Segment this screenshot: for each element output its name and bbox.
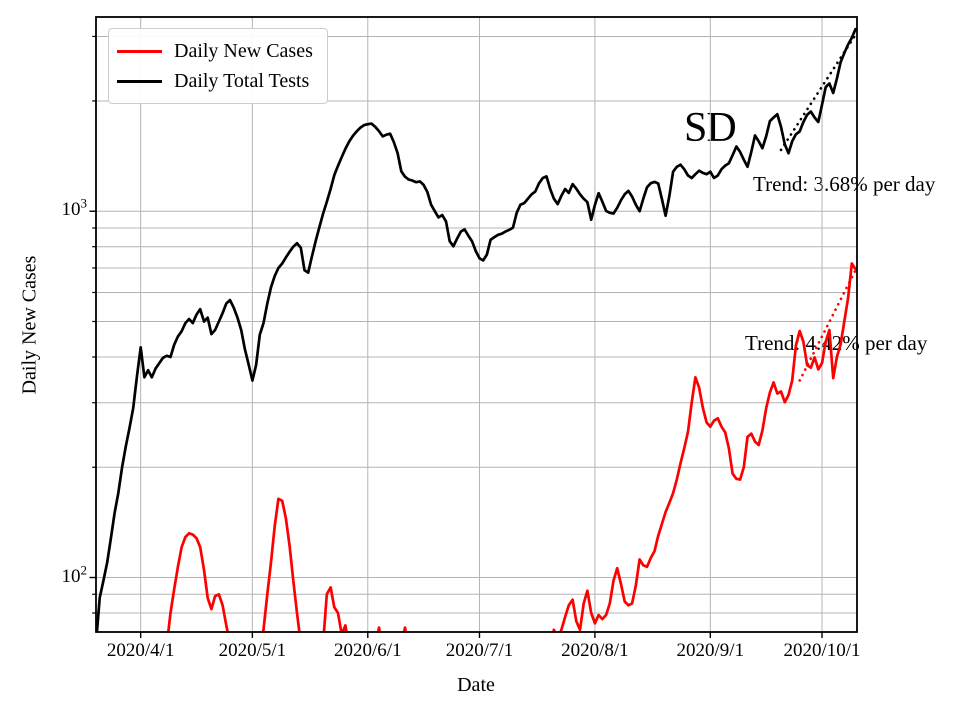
series-line-daily-new-cases-trend (798, 268, 857, 382)
series-line-daily-new-cases (166, 262, 857, 632)
series-line-daily-total-tests-trend (779, 33, 857, 152)
x-tick-label: 2020/8/1 (561, 640, 629, 661)
legend-line-swatch (117, 49, 162, 53)
legend-item: Daily Total Tests (117, 66, 313, 96)
x-tick-label: 2020/5/1 (218, 640, 287, 661)
x-axis-label: Date (457, 674, 495, 696)
series-line-daily-total-tests (96, 27, 857, 632)
x-tick-label: 2020/6/1 (334, 640, 402, 661)
tests-trend-annotation: Trend: 3.68% per day (753, 172, 936, 196)
legend: Daily New Cases Daily Total Tests (108, 28, 328, 104)
cases-trend-annotation: Trend: 4.42% per day (745, 331, 928, 355)
y-tick-label: 103 (61, 195, 88, 221)
x-tick-label: 2020/9/1 (676, 640, 745, 661)
y-tick-label: 102 (61, 562, 88, 587)
x-tick-label: 2020/7/1 (445, 640, 514, 661)
legend-item-label: Daily Total Tests (174, 70, 310, 92)
legend-line-swatch (117, 79, 162, 83)
axes-frame (95, 16, 858, 633)
legend-item-label: Daily New Cases (174, 40, 313, 62)
x-tick-label: 2020/10/1 (783, 640, 861, 661)
legend-item: Daily New Cases (117, 36, 313, 66)
x-tick-label: 2020/4/1 (106, 640, 175, 661)
